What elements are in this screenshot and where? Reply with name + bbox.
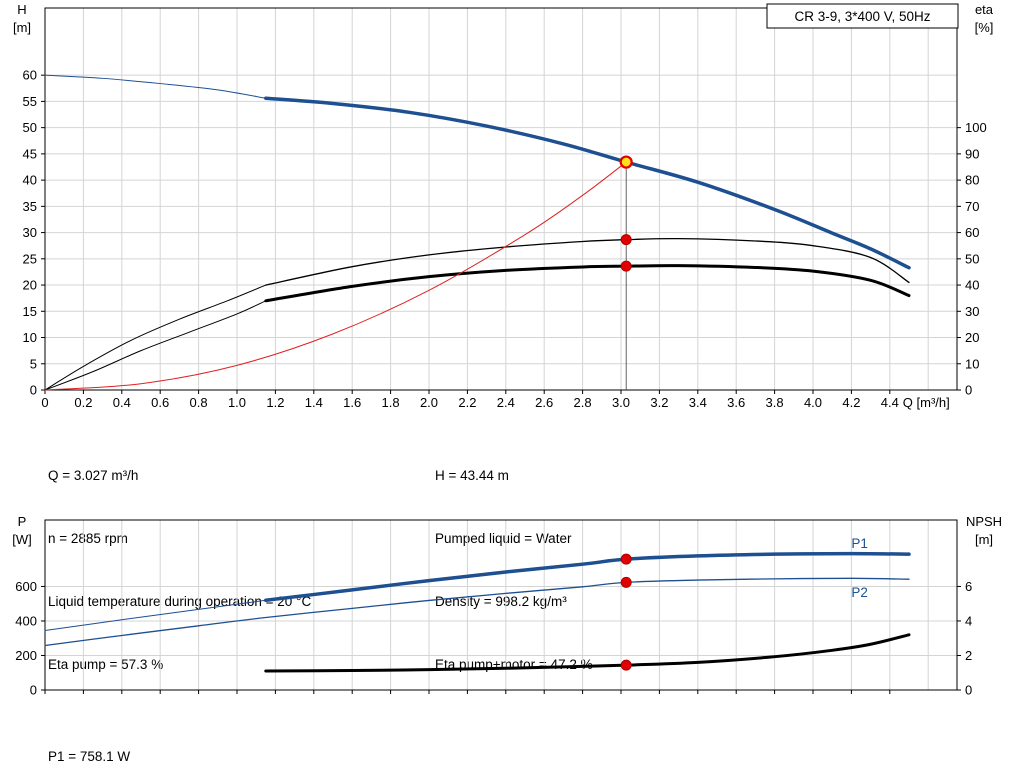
x-tick-label: 1.6 xyxy=(343,395,361,410)
y-right-tick-label: 50 xyxy=(965,251,979,266)
y-right-tick-label: 10 xyxy=(965,356,979,371)
y-left-tick-label: 5 xyxy=(30,356,37,371)
eta-pump-point[interactable] xyxy=(620,234,632,246)
y-left-tick-label: 45 xyxy=(23,146,37,161)
p2-point[interactable] xyxy=(620,576,632,588)
y-left-axis-label: H xyxy=(17,2,26,17)
x-tick-label: 0.4 xyxy=(113,395,131,410)
p1-curve xyxy=(264,551,911,603)
x-tick-label: 1.4 xyxy=(305,395,323,410)
y-left-axis-label: [m] xyxy=(13,20,31,35)
y-left-tick-label: 35 xyxy=(23,199,37,214)
x-tick-label: 2.2 xyxy=(458,395,476,410)
y-left-tick-label: 55 xyxy=(23,94,37,109)
y-left-tick-label: 400 xyxy=(15,613,37,628)
operating-point-info-left: Q = 3.027 m³/h n = 2885 rpm Liquid tempe… xyxy=(48,423,311,717)
x-tick-label: 2.0 xyxy=(420,395,438,410)
y-right-tick-label: 60 xyxy=(965,225,979,240)
y-left-tick-label: 0 xyxy=(30,383,37,398)
x-tick-label: 0.8 xyxy=(190,395,208,410)
x-tick-label: 2.8 xyxy=(574,395,592,410)
y-right-tick-label: 90 xyxy=(965,146,979,161)
x-tick-label: 4.2 xyxy=(842,395,860,410)
qh-eta-chart[interactable]: 0 0.2 0.4 0.6 0.8 1.0 1.2 1.4 1.6 1.8 2.0 2.2 2.4 2.6… xyxy=(0,0,1024,418)
x-tick-label: 3.2 xyxy=(650,395,668,410)
chart-title: CR 3-9, 3*400 V, 50Hz xyxy=(794,9,930,24)
info-pumped-liquid: Pumped liquid = Water xyxy=(435,531,572,546)
x-tick-label: 1.0 xyxy=(228,395,246,410)
x-tick-label: 3.4 xyxy=(689,395,707,410)
power-info: P1 = 758.1 W P2 = 623.7 W NPSH = 1.44 m xyxy=(48,704,142,781)
y-left-tick-label: 15 xyxy=(23,304,37,319)
eta-pump-extension xyxy=(44,284,267,391)
x-tick-label: 1.2 xyxy=(266,395,284,410)
info-head: H = 43.44 m xyxy=(435,468,509,483)
info-p1: P1 = 758.1 W xyxy=(48,749,131,764)
y-right-tick-label: 0 xyxy=(965,683,972,698)
y-left-tick-label: 30 xyxy=(23,225,37,240)
x-tick-label: 0 xyxy=(41,395,48,410)
y-left-tick-label: 25 xyxy=(23,251,37,266)
title-box xyxy=(766,3,959,29)
x-tick-label: 3.0 xyxy=(612,395,630,410)
eta-pump-motor-point[interactable] xyxy=(620,260,632,272)
eta-pump-motor-curve xyxy=(264,264,911,303)
eta-pump-curve xyxy=(265,237,910,286)
y-right-tick-label: 0 xyxy=(965,383,972,398)
y-right-axis-label: eta xyxy=(975,2,994,17)
x-tick-label: 2.4 xyxy=(497,395,515,410)
y-left-tick-label: 200 xyxy=(15,648,37,663)
info-flow: Q = 3.027 m³/h xyxy=(48,468,139,483)
y-right-axis-label: [m] xyxy=(975,532,993,547)
y-left-tick-label: 40 xyxy=(23,173,37,188)
info-density: Density = 998.2 kg/m³ xyxy=(435,594,567,609)
y-left-tick-label: 20 xyxy=(23,278,37,293)
y-left-tick-label: 50 xyxy=(23,120,37,135)
x-tick-label: 4.0 xyxy=(804,395,822,410)
x-tick-label: 4.4 xyxy=(881,395,899,410)
y-right-tick-label: 40 xyxy=(965,278,979,293)
y-right-tick-label: 100 xyxy=(965,120,987,135)
y-right-tick-label: 20 xyxy=(965,330,979,345)
x-axis-label: Q [m³/h] xyxy=(903,395,950,410)
duty-point[interactable] xyxy=(619,155,633,169)
eta-pump-motor-extension xyxy=(44,300,267,391)
operating-point-info: Q = 3.027 m³/h n = 2885 rpm Liquid tempe… xyxy=(0,423,1024,672)
y-right-tick-label: 70 xyxy=(965,199,979,214)
curve-label-p1: P1 xyxy=(851,536,868,551)
y-left-tick-label: 600 xyxy=(15,579,37,594)
curve-label-p2: P2 xyxy=(851,585,868,600)
y-right-axis-label: [%] xyxy=(975,20,994,35)
system-curve xyxy=(44,161,627,391)
y-right-tick-label: 6 xyxy=(965,579,972,594)
x-tick-label: 3.6 xyxy=(727,395,745,410)
y-right-axis-label: NPSH xyxy=(966,515,1002,529)
y-right-tick-label: 4 xyxy=(965,613,972,628)
y-left-tick-label: 0 xyxy=(30,683,37,698)
head-curve-extension xyxy=(44,74,267,99)
x-tick-label: 2.6 xyxy=(535,395,553,410)
y-left-tick-label: 60 xyxy=(23,68,37,83)
p1-extension xyxy=(44,599,267,631)
p2-curve xyxy=(44,577,910,647)
y-right-tick-label: 30 xyxy=(965,304,979,319)
y-left-axis-label: [W] xyxy=(12,532,32,547)
x-tick-label: 0.2 xyxy=(74,395,92,410)
y-left-axis-label: P xyxy=(18,515,27,529)
x-tick-label: 1.8 xyxy=(382,395,400,410)
y-right-tick-label: 2 xyxy=(965,648,972,663)
p1-point[interactable] xyxy=(620,553,632,565)
plot-border xyxy=(44,519,958,691)
npsh-point[interactable] xyxy=(620,659,632,671)
power-npsh-chart: 0 200 400 600 0 2 4 6 P [W] NPSH [m] P1 P2 xyxy=(12,515,1002,698)
y-left-tick-label: 10 xyxy=(23,330,37,345)
x-tick-label: 0.6 xyxy=(151,395,169,410)
x-tick-label: 3.8 xyxy=(766,395,784,410)
plot-border xyxy=(44,7,958,391)
y-right-tick-label: 80 xyxy=(965,173,979,188)
